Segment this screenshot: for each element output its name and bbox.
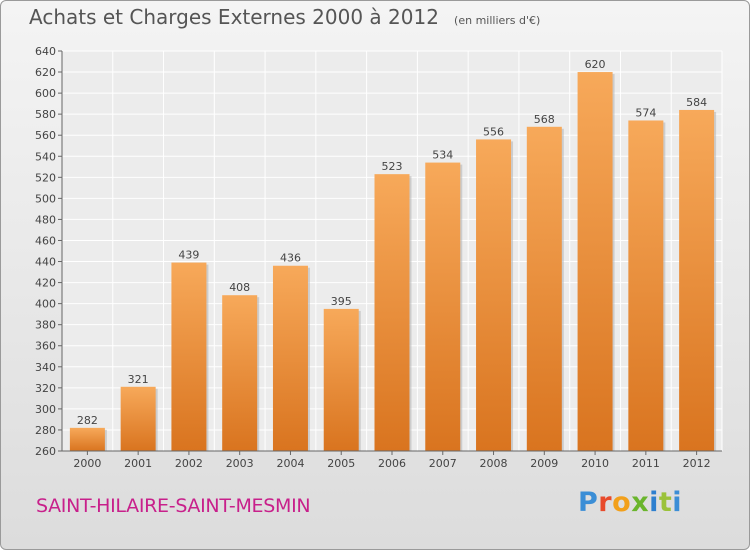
bar <box>323 308 359 451</box>
y-tick-label: 360 <box>35 340 56 353</box>
bar-value-label: 556 <box>483 125 504 138</box>
axes: 260 280 300 320 340 360 380 400 420 440 460 480 500 5… <box>35 45 722 470</box>
bar <box>628 120 664 451</box>
x-tick-label: 2006 <box>378 457 406 470</box>
bar-value-label: 574 <box>635 106 656 119</box>
bar-value-label: 523 <box>382 160 403 173</box>
bar <box>171 262 207 451</box>
y-tick-label: 320 <box>35 382 56 395</box>
bar <box>476 139 512 451</box>
x-tick-label: 2000 <box>73 457 101 470</box>
bar <box>679 109 715 452</box>
x-tick-label: 2011 <box>632 457 660 470</box>
bar-value-label: 408 <box>229 281 250 294</box>
bar-value-label: 620 <box>585 58 606 71</box>
bar-value-label: 568 <box>534 113 555 126</box>
x-tick-label: 2012 <box>683 457 711 470</box>
bars: 282 321 439 408 436 395 523 534 556 568 620 574 584 <box>69 58 717 452</box>
bar-value-label: 395 <box>331 295 352 308</box>
y-tick-label: 560 <box>35 129 56 142</box>
y-tick-label: 480 <box>35 213 56 226</box>
chart-units: (en milliers d'€) <box>454 14 541 27</box>
y-tick-label: 500 <box>35 192 56 205</box>
y-tick-label: 640 <box>35 45 56 58</box>
y-tick-label: 300 <box>35 403 56 416</box>
x-tick-label: 2005 <box>327 457 355 470</box>
bar-value-label: 436 <box>280 252 301 265</box>
commune-name: SAINT-HILAIRE-SAINT-MESMIN <box>36 495 311 517</box>
y-tick-label: 280 <box>35 424 56 437</box>
x-tick-label: 2008 <box>480 457 508 470</box>
y-tick-label: 520 <box>35 171 56 184</box>
proxiti-logo: Proxiti <box>578 487 683 518</box>
x-tick-label: 2001 <box>124 457 152 470</box>
y-tick-label: 600 <box>35 87 56 100</box>
bar <box>374 174 410 451</box>
x-tick-label: 2009 <box>530 457 558 470</box>
bar-value-label: 439 <box>178 249 199 262</box>
y-tick-label: 420 <box>35 277 56 290</box>
y-tick-label: 620 <box>35 66 56 79</box>
bar-value-label: 321 <box>128 373 149 386</box>
bar <box>526 126 562 451</box>
bar <box>272 265 308 451</box>
y-tick-label: 580 <box>35 108 56 121</box>
bar-value-label: 534 <box>432 149 453 162</box>
y-tick-label: 440 <box>35 256 56 269</box>
y-tick-label: 340 <box>35 361 56 374</box>
bar <box>120 386 156 451</box>
y-tick-label: 400 <box>35 298 56 311</box>
y-tick-label: 260 <box>35 445 56 458</box>
chart-title-row: Achats et Charges Externes 2000 à 2012 (… <box>29 5 540 29</box>
y-tick-label: 460 <box>35 234 56 247</box>
bar <box>425 162 461 451</box>
chart-title: Achats et Charges Externes 2000 à 2012 <box>29 5 439 29</box>
x-tick-label: 2007 <box>429 457 457 470</box>
x-tick-label: 2010 <box>581 457 609 470</box>
bar <box>577 72 613 451</box>
y-tick-label: 540 <box>35 150 56 163</box>
bar-value-label: 584 <box>686 96 707 109</box>
bar-value-label: 282 <box>77 414 98 427</box>
x-tick-label: 2002 <box>175 457 203 470</box>
x-tick-label: 2003 <box>226 457 254 470</box>
x-tick-label: 2004 <box>276 457 304 470</box>
bar <box>222 295 258 451</box>
bar <box>69 427 105 451</box>
y-tick-label: 380 <box>35 319 56 332</box>
